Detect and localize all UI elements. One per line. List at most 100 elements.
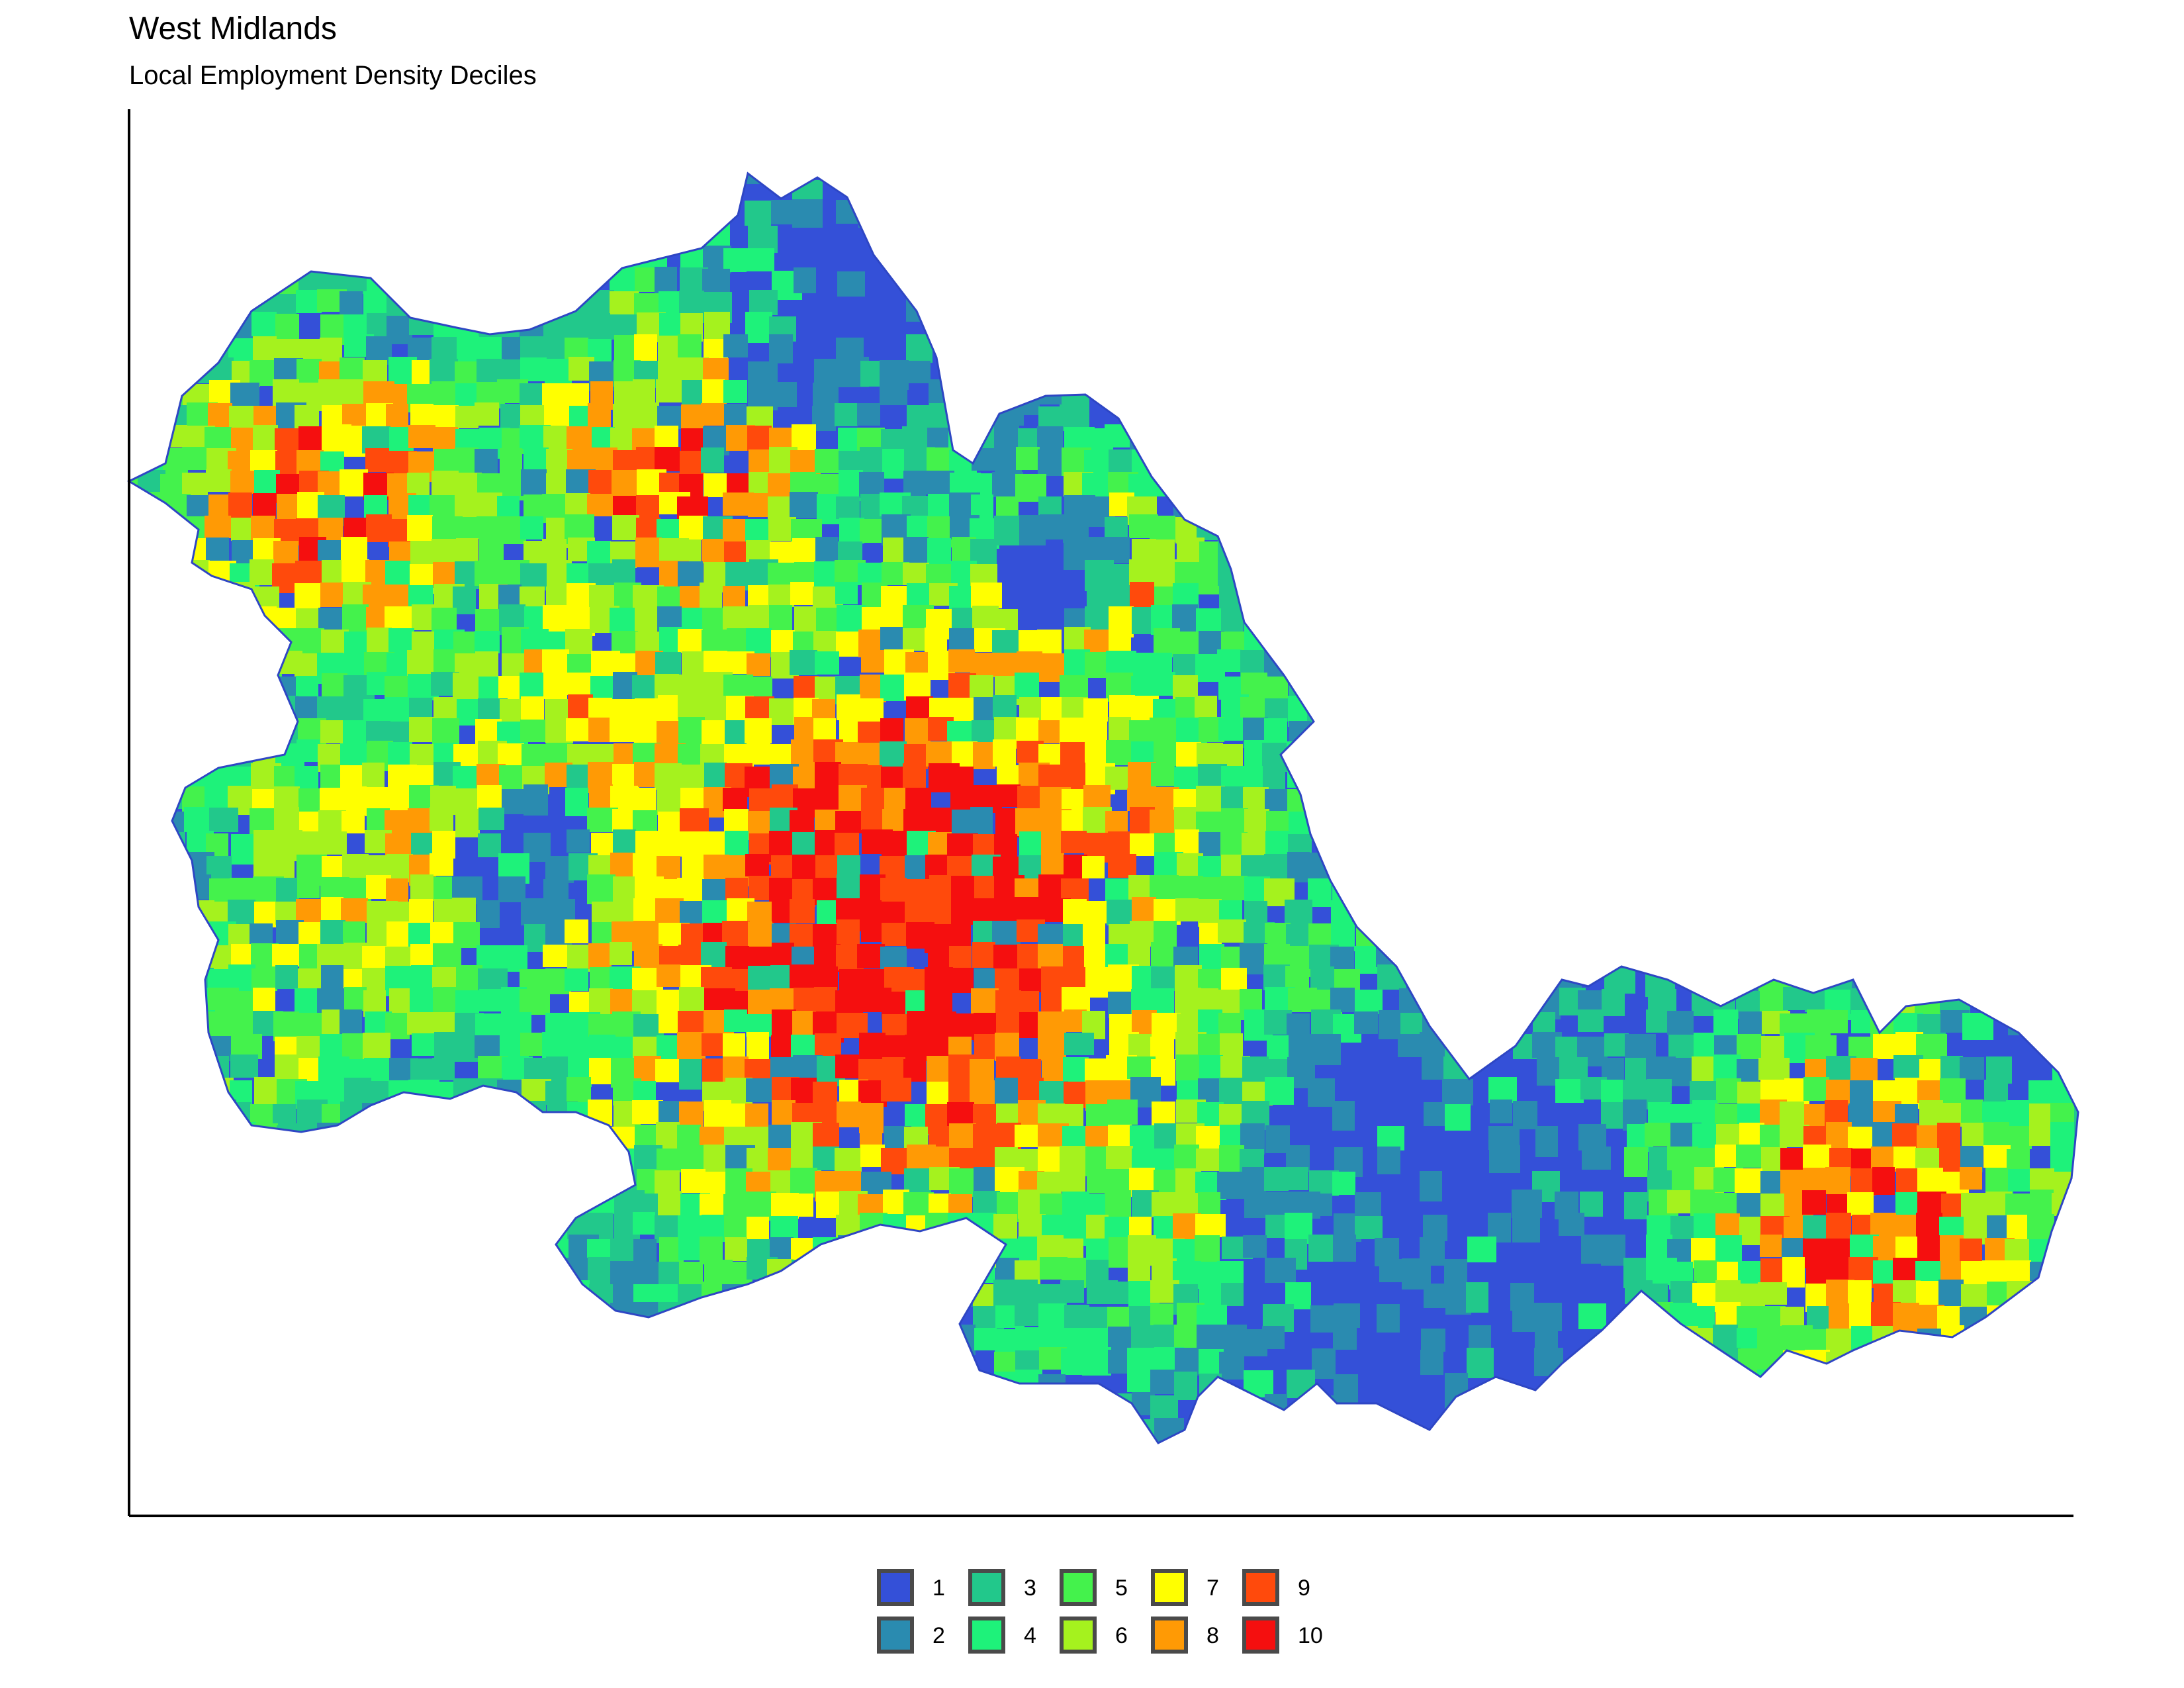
decile-area: [1311, 201, 1337, 225]
decile-area: [569, 1149, 599, 1176]
decile-area: [587, 494, 616, 516]
decile-area: [2031, 173, 2060, 184]
decile-area: [2028, 1393, 2052, 1421]
decile-area: [951, 767, 974, 791]
decile-area: [277, 1146, 302, 1170]
decile-area: [129, 338, 147, 363]
decile-area: [1715, 969, 1745, 998]
decile-area: [455, 1172, 480, 1196]
decile-area: [633, 1081, 656, 1103]
decile-area: [1241, 673, 1267, 698]
decile-area: [1874, 1438, 1900, 1443]
decile-area: [1060, 1280, 1084, 1303]
decile-area: [273, 541, 298, 567]
decile-area: [1581, 316, 1609, 345]
decile-area: [479, 1418, 506, 1440]
decile-area: [385, 248, 411, 279]
decile-area: [588, 1325, 615, 1354]
decile-area: [1829, 1396, 1853, 1425]
decile-area: [1217, 649, 1242, 672]
decile-area: [1150, 173, 1173, 180]
decile-area: [1578, 1442, 1606, 1443]
decile-area: [2052, 1011, 2078, 1041]
decile-area: [994, 424, 1019, 452]
decile-area: [1604, 1329, 1632, 1351]
decile-area: [129, 518, 147, 547]
decile-area: [950, 360, 978, 391]
decile-area: [769, 605, 792, 632]
decile-area: [182, 1236, 206, 1263]
decile-area: [1623, 514, 1649, 539]
decile-area: [1467, 1237, 1496, 1262]
decile-area: [1357, 651, 1383, 679]
decile-area: [457, 1214, 480, 1243]
decile-area: [1825, 1167, 1850, 1194]
decile-area: [1987, 921, 2011, 946]
decile-area: [701, 447, 724, 473]
decile-area: [1803, 698, 1827, 724]
decile-area: [500, 1438, 523, 1443]
decile-area: [881, 902, 909, 925]
decile-area: [1940, 380, 1966, 405]
decile-area: [1535, 361, 1560, 385]
decile-area: [476, 1347, 502, 1372]
decile-area: [1578, 1303, 1606, 1329]
decile-area: [723, 1033, 745, 1057]
decile-area: [836, 1415, 867, 1439]
decile-area: [1739, 1217, 1764, 1245]
decile-area: [275, 1171, 298, 1199]
decile-area: [995, 337, 1025, 360]
decile-area: [2009, 608, 2037, 637]
decile-area: [1037, 426, 1063, 449]
decile-area: [1555, 631, 1580, 655]
decile-area: [129, 1326, 149, 1354]
decile-area: [880, 741, 907, 770]
decile-area: [1668, 537, 1696, 561]
decile-area: [141, 583, 167, 608]
decile-area: [1243, 1440, 1273, 1443]
decile-area: [1244, 561, 1274, 592]
decile-area: [837, 1102, 861, 1127]
decile-area: [430, 807, 453, 831]
decile-area: [320, 1193, 345, 1224]
decile-area: [813, 631, 837, 653]
decile-area: [1985, 222, 2015, 250]
decile-area: [2009, 494, 2037, 522]
decile-area: [545, 1329, 574, 1360]
decile-area: [1469, 606, 1492, 630]
decile-area: [1940, 586, 1970, 614]
map-title: West Midlands: [129, 11, 337, 46]
decile-area: [1150, 179, 1174, 203]
decile-area: [298, 426, 323, 450]
decile-area: [205, 1440, 233, 1443]
decile-area: [431, 1415, 454, 1437]
decile-area: [524, 1058, 547, 1081]
decile-area: [1177, 402, 1208, 428]
decile-area: [1263, 1419, 1289, 1443]
decile-area: [837, 271, 865, 297]
decile-area: [1334, 675, 1360, 701]
decile-area: [1758, 964, 1782, 992]
decile-area: [430, 1284, 459, 1314]
decile-area: [745, 718, 772, 743]
decile-area: [1376, 224, 1404, 250]
decile-area: [1242, 471, 1272, 501]
decile-area: [1829, 245, 1853, 276]
decile-area: [592, 1147, 614, 1173]
decile-area: [2050, 1419, 2076, 1443]
decile-area: [1874, 586, 1901, 617]
decile-area: [1060, 335, 1087, 358]
decile-area: [1264, 1167, 1289, 1191]
decile-area: [129, 1102, 150, 1131]
decile-area: [771, 1348, 800, 1379]
decile-area: [1668, 1035, 1698, 1059]
decile-area: [184, 1395, 208, 1421]
decile-area: [1715, 1441, 1743, 1443]
decile-area: [1334, 784, 1364, 807]
decile-area: [1199, 173, 1230, 185]
decile-area: [1762, 654, 1786, 680]
decile-area: [1355, 496, 1380, 522]
decile-area: [163, 1349, 194, 1380]
decile-area: [1847, 945, 1872, 968]
